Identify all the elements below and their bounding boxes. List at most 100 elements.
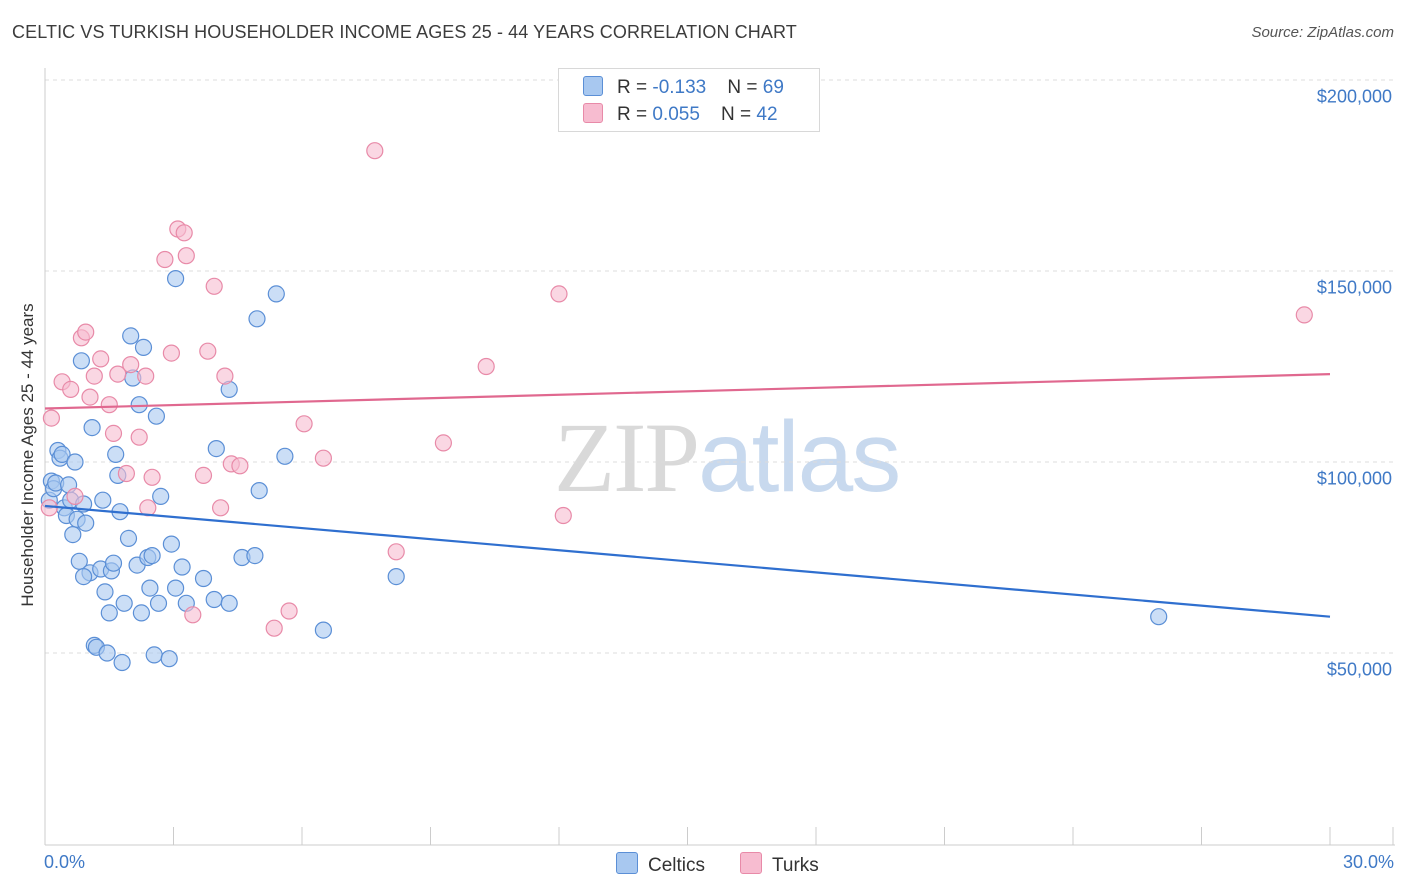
point-turks-36 [366,142,384,160]
point-celtics-53 [207,440,225,458]
point-celtics-59 [250,482,268,500]
point-turks-16 [137,367,155,385]
point-celtics-64 [1150,608,1168,626]
point-turks-14 [122,356,140,374]
point-celtics-44 [152,487,170,505]
point-celtics-66 [74,567,93,586]
point-turks-6 [77,323,95,341]
point-celtics-52 [205,590,223,609]
bottom-legend-turks: Turks [740,852,819,877]
y-axis-label: Householder Income Ages 25 - 44 years [18,303,37,607]
point-turks-1 [42,409,61,427]
point-celtics-48 [167,270,185,288]
watermark-atlas: atlas [698,401,901,513]
watermark-zip: ZIP [554,402,700,513]
x-tick-label-0: 0.0% [44,852,86,872]
point-celtics-11 [64,525,82,544]
point-celtics-42 [147,407,165,425]
point-turks-35 [314,449,332,467]
point-turks-32 [265,619,283,637]
point-turks-4 [66,487,84,505]
trendline-turks [44,373,1331,410]
point-turks-42 [1295,306,1313,324]
point-turks-27 [205,277,223,295]
point-celtics-57 [246,546,264,565]
point-celtics-54 [220,594,238,612]
legend-row-turks: R = 0.055 N = 42 [583,103,778,126]
point-turks-29 [216,367,234,385]
point-celtics-63 [387,567,405,586]
point-turks-3 [62,380,80,398]
point-celtics-33 [122,327,140,345]
point-celtics-23 [94,491,112,509]
y-tick-label-100000: $100,000 [1316,468,1392,489]
point-celtics-12 [66,453,84,471]
point-celtics-31 [115,594,133,612]
bottom-legend-label-celtics: Celtics [648,855,706,876]
point-turks-22 [175,224,193,242]
point-celtics-36 [130,396,148,414]
y-tick-label-200000: $200,000 [1316,86,1392,107]
point-celtics-61 [276,447,294,465]
point-celtics-49 [173,558,191,576]
bottom-legend-swatch-celtics [616,852,638,874]
point-celtics-67 [100,604,118,622]
point-celtics-40 [141,579,159,597]
point-turks-9 [92,350,110,368]
point-celtics-62 [314,621,332,639]
point-turks-13 [117,464,136,483]
y-tick-label-50000: $50,000 [1326,659,1392,680]
point-celtics-41 [145,646,163,664]
point-turks-12 [109,365,127,383]
bottom-legend-celtics: Celtics [616,852,705,877]
point-celtics-51 [194,569,213,588]
point-turks-23 [177,247,195,265]
source-label: Source: ZipAtlas.com [1251,24,1394,41]
point-celtics-19 [83,419,101,437]
point-turks-38 [434,434,452,452]
point-turks-19 [156,250,174,269]
legend-r-label: R = [617,104,653,125]
point-turks-39 [477,357,495,376]
point-celtics-46 [162,535,180,553]
legend-n-label: N = [721,104,757,125]
correlation-legend: R = -0.133 N = 69 R = 0.055 N = 42 [558,68,820,132]
point-turks-24 [184,606,202,624]
chart-title: CELTIC VS TURKISH HOUSEHOLDER INCOME AGE… [12,22,797,42]
legend-row-celtics: R = -0.133 N = 69 [583,76,784,99]
point-turks-40 [554,506,572,525]
point-celtics-47 [167,579,185,597]
bottom-legend-swatch-turks [740,852,762,874]
point-celtics-27 [104,554,123,572]
point-turks-33 [280,602,298,620]
legend-swatch-celtics [583,76,603,96]
point-turks-26 [199,342,217,360]
point-celtics-45 [160,650,178,668]
point-turks-34 [295,415,313,433]
point-turks-8 [85,367,103,385]
trendline-celtics [44,504,1331,618]
point-turks-20 [162,344,180,362]
legend-swatch-turks [583,103,603,123]
point-celtics-28 [107,445,125,463]
y-tick-label-150000: $150,000 [1316,277,1392,298]
point-turks-10 [100,396,118,414]
point-turks-28 [212,499,230,517]
point-turks-25 [194,466,213,484]
point-celtics-58 [248,310,266,328]
point-celtics-60 [267,285,285,303]
point-celtics-38 [134,338,153,356]
point-turks-7 [81,388,99,406]
legend-r-label: R = [617,77,653,98]
legend-r-value-turks: 0.055 [652,104,700,125]
point-celtics-25 [98,644,116,662]
legend-n-value-celtics: 69 [762,77,784,98]
point-celtics-24 [96,583,114,601]
legend-n-value-turks: 42 [756,104,778,125]
point-turks-15 [130,428,148,446]
point-turks-18 [143,468,161,486]
point-celtics-32 [119,529,138,548]
point-celtics-65 [113,653,131,672]
point-turks-41 [550,285,568,303]
